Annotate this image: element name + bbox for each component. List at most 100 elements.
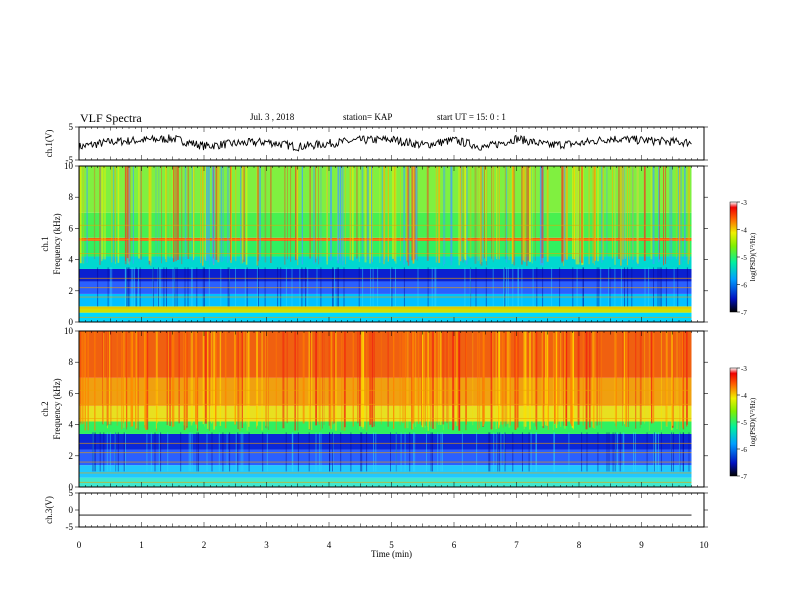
noise-streak (337, 166, 339, 264)
noise-streak (490, 331, 493, 430)
noise-streak (682, 331, 685, 430)
noise-streak (635, 331, 637, 429)
noise-streak (381, 166, 383, 264)
noise-streak (107, 331, 109, 426)
y-tick-label: 0 (69, 482, 74, 492)
noise-streak (103, 432, 105, 472)
noise-streak (323, 331, 325, 425)
noise-streak (131, 267, 133, 307)
noise-streak (577, 331, 580, 425)
colorbar-tick-label: -6 (741, 446, 747, 454)
noise-streak (504, 267, 505, 307)
noise-streak (563, 166, 566, 261)
noise-streak (173, 166, 175, 262)
spectrogram-band (79, 449, 692, 466)
noise-streak (125, 432, 126, 472)
spectrogram-band (79, 268, 692, 282)
noise-streak (189, 432, 191, 472)
y-tick-label: 4 (69, 255, 74, 265)
noise-streak (237, 331, 239, 430)
noise-streak (586, 432, 588, 472)
noise-streak (672, 331, 674, 426)
noise-streak (282, 331, 285, 429)
noise-streak (581, 166, 583, 263)
noise-streak (596, 331, 598, 426)
noise-streak (211, 331, 213, 424)
noise-streak (498, 331, 500, 429)
noise-streak (498, 331, 500, 428)
noise-streak (316, 267, 318, 307)
no-data-strip (691, 331, 704, 487)
noise-streak (277, 267, 279, 307)
noise-streak (395, 432, 397, 472)
noise-streak (160, 432, 162, 472)
noise-streak (456, 331, 458, 426)
noise-streak (438, 331, 440, 425)
noise-streak (464, 267, 466, 307)
noise-streak (599, 331, 601, 426)
noise-streak (496, 166, 497, 260)
noise-streak (399, 331, 401, 426)
colorbar-tick-label: -5 (741, 419, 747, 427)
noise-streak (183, 331, 185, 431)
noise-streak (369, 331, 372, 425)
noise-streak (235, 267, 236, 307)
noise-streak (557, 331, 559, 425)
noise-streak (242, 166, 244, 260)
noise-streak (521, 166, 523, 265)
noise-streak (267, 331, 269, 427)
noise-streak (395, 267, 396, 307)
y-tick-label: -5 (66, 155, 74, 165)
noise-streak (412, 166, 415, 264)
x-tick-label: 6 (452, 540, 457, 550)
noise-streak (640, 331, 642, 425)
noise-streak (415, 166, 417, 260)
noise-streak (532, 331, 535, 424)
noise-streak (82, 166, 85, 264)
noise-streak (624, 267, 625, 307)
noise-streak (633, 432, 634, 472)
noise-streak (512, 267, 514, 307)
noise-streak (509, 331, 511, 426)
noise-streak (246, 267, 248, 307)
noise-streak (429, 331, 431, 427)
noise-streak (344, 331, 346, 428)
noise-streak (601, 166, 603, 263)
noise-streak (497, 166, 498, 260)
noise-streak (615, 331, 617, 427)
noise-streak (485, 267, 487, 307)
noise-streak (191, 267, 193, 307)
noise-streak (196, 432, 198, 472)
noise-streak (421, 331, 424, 428)
noise-streak (226, 166, 229, 263)
noise-streak (152, 267, 154, 307)
noise-streak (305, 267, 307, 307)
noise-streak (659, 267, 661, 307)
noise-streak (480, 166, 483, 266)
noise-streak (309, 166, 311, 259)
noise-streak (624, 166, 626, 261)
noise-streak (230, 166, 231, 261)
noise-streak (481, 166, 483, 262)
noise-streak (492, 331, 494, 427)
noise-streak (200, 166, 202, 263)
noise-streak (121, 331, 123, 430)
noise-streak (539, 166, 542, 265)
noise-streak (417, 267, 419, 307)
noise-streak (588, 166, 590, 265)
noise-streak (360, 331, 363, 427)
ch2-spectrogram-panel (75, 330, 740, 488)
noise-streak (434, 267, 436, 307)
noise-streak (511, 166, 514, 265)
noise-streak (297, 331, 299, 431)
noise-streak (220, 267, 222, 307)
noise-streak (414, 432, 416, 472)
noise-streak (371, 166, 373, 264)
noise-streak (491, 166, 492, 259)
noise-streak (394, 166, 396, 262)
noise-streak (154, 432, 156, 472)
noise-streak (655, 432, 657, 472)
noise-streak (184, 166, 187, 260)
noise-streak (234, 331, 236, 425)
